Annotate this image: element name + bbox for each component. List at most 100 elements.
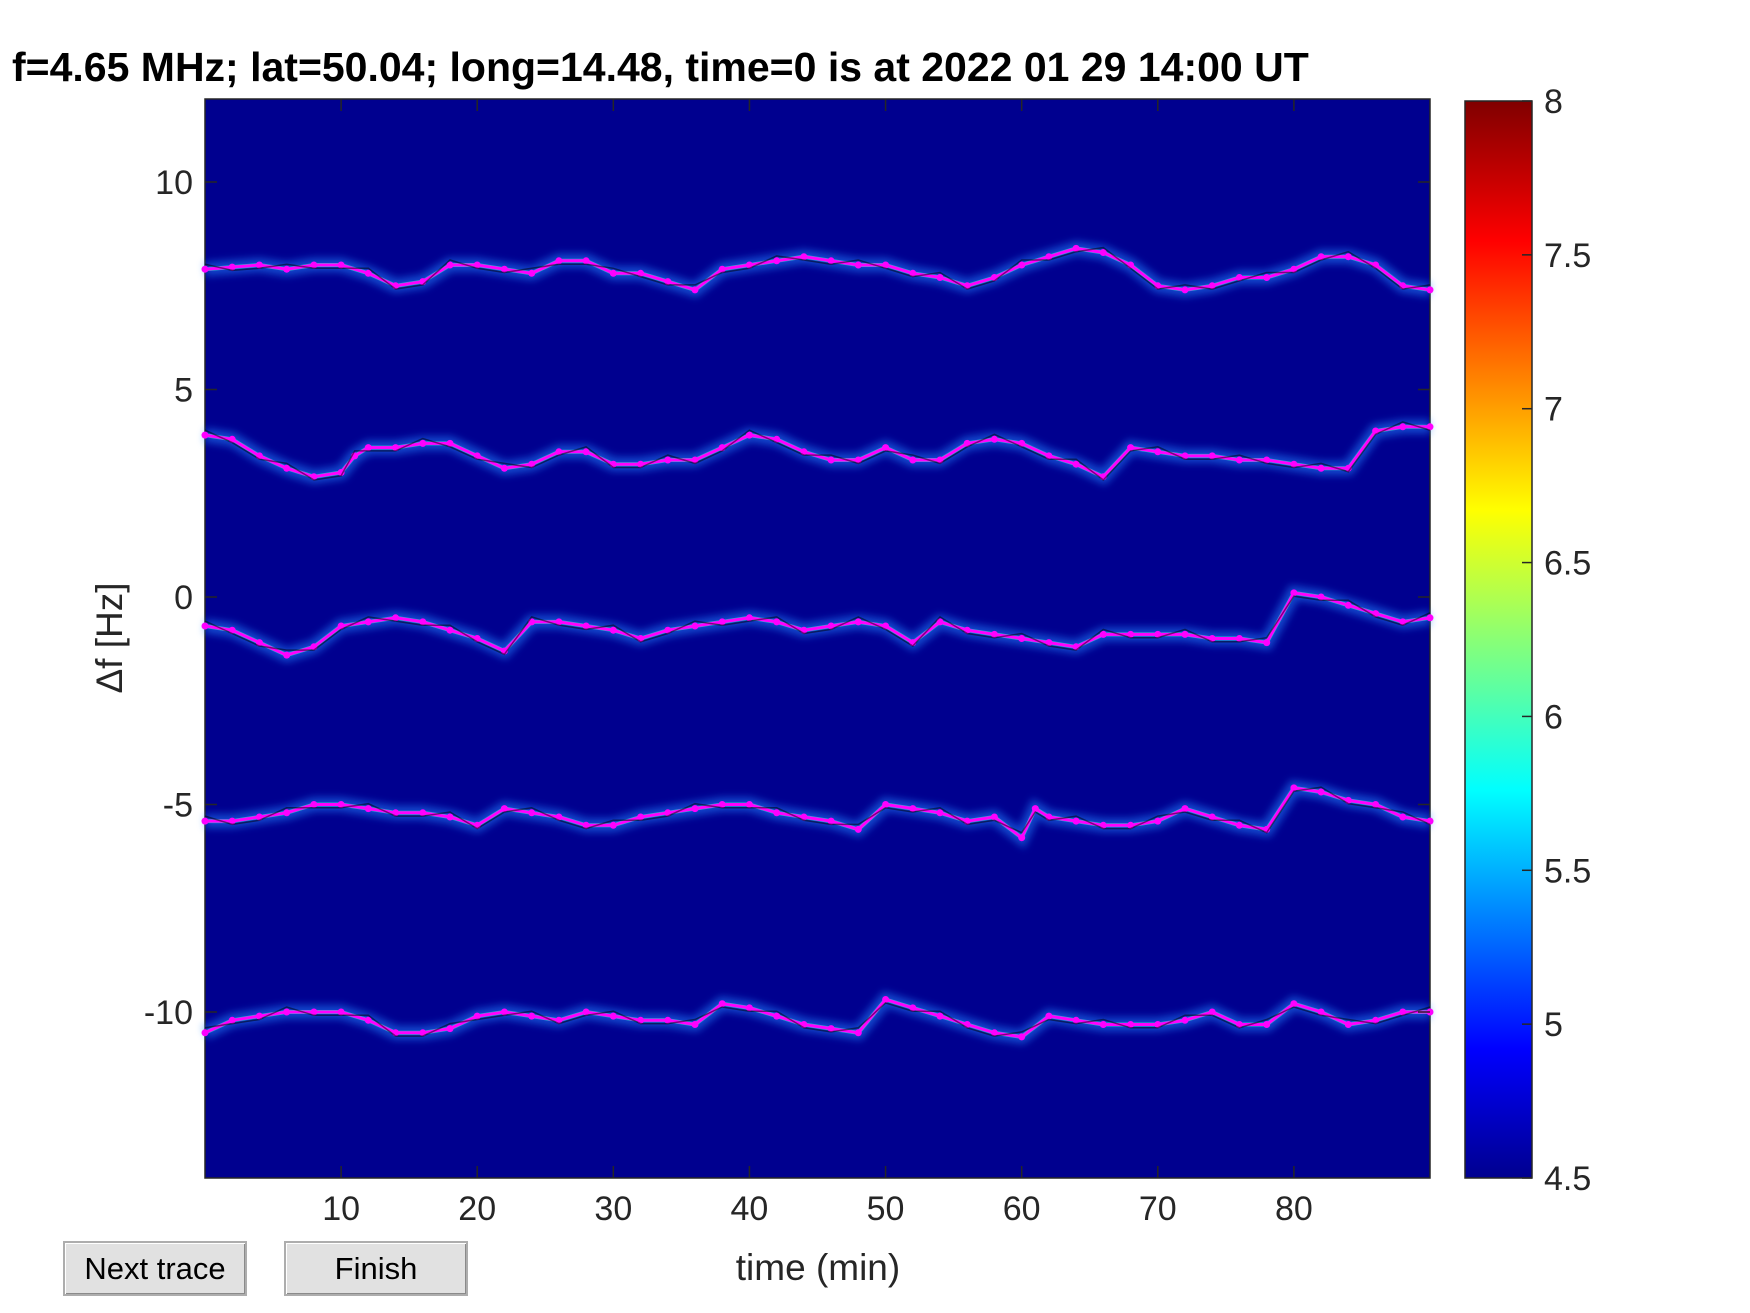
trace-point (909, 456, 917, 464)
trace-point (1290, 589, 1298, 597)
trace-point (854, 618, 862, 626)
y-tick-label: -5 (163, 787, 193, 825)
trace-point (201, 265, 209, 273)
trace-point (1208, 1008, 1216, 1016)
trace-point (1235, 635, 1243, 642)
trace-point (1018, 635, 1026, 642)
trace-point (609, 626, 617, 634)
trace-point (609, 269, 617, 277)
trace-point (882, 444, 890, 452)
trace-point (1072, 1016, 1080, 1024)
colorbar-tick-label: 5.5 (1544, 852, 1591, 890)
trace-point (228, 263, 236, 271)
trace-point (1290, 1000, 1298, 1008)
x-tick-label: 30 (594, 1190, 632, 1228)
trace-point (854, 1029, 862, 1037)
trace-point (582, 1008, 590, 1016)
x-tick-label: 50 (867, 1190, 905, 1228)
raw-detection-line (204, 786, 1431, 834)
trace-point (419, 809, 427, 817)
trace-point (283, 809, 291, 817)
trace-point (664, 278, 672, 286)
trace-point (1426, 614, 1434, 622)
trace-point (255, 639, 263, 647)
y-axis-ticks: 10 5 0 -5 -10 (144, 164, 1430, 1032)
colorbar-ticks: 8 7.5 7 6.5 6 5.5 5 4.5 (1522, 83, 1591, 1198)
trace-point (337, 469, 345, 476)
trace-point (1208, 452, 1216, 460)
raw-detections (204, 246, 1431, 1037)
colorbar-tick-label: 7 (1544, 391, 1563, 429)
trace-point (1263, 456, 1271, 464)
trace-point (854, 261, 862, 269)
trace-point (691, 622, 699, 630)
trace-point (310, 1008, 318, 1016)
trace-point (854, 456, 862, 464)
x-tick-label: 70 (1139, 1190, 1177, 1228)
trace-point (1263, 639, 1271, 647)
finish-button[interactable]: Finish (284, 1241, 468, 1296)
colorbar-tick-label: 5 (1544, 1006, 1563, 1044)
trace-point (364, 269, 372, 277)
trace-point (310, 801, 318, 808)
trace-point (1344, 1021, 1352, 1028)
trace-point (337, 622, 345, 630)
trace-point (909, 805, 917, 813)
trace-point (1372, 1016, 1380, 1024)
trace-point (718, 1000, 726, 1008)
trace-point (392, 614, 400, 622)
trace-point (936, 1012, 944, 1020)
trace-point (1018, 261, 1026, 269)
trace-point (882, 622, 890, 630)
trace-point (1154, 630, 1162, 638)
trace-point (773, 618, 781, 626)
trace-point (201, 622, 209, 630)
trace-point (1208, 282, 1216, 290)
colorbar-tick-label: 6 (1544, 698, 1563, 736)
trace-point (337, 801, 345, 808)
x-tick-label: 40 (731, 1190, 769, 1228)
trace-point (446, 1025, 454, 1033)
trace-point (446, 439, 454, 447)
raw-detection-line (204, 1002, 1431, 1037)
trace-point (1399, 1008, 1407, 1016)
trace-point (446, 813, 454, 821)
trace-point (691, 805, 699, 813)
trace-point (718, 801, 726, 808)
trace-point (1099, 630, 1107, 638)
trace-point (1263, 274, 1271, 281)
trace-point (691, 456, 699, 464)
trace-point (990, 813, 998, 821)
trace-point (854, 825, 862, 833)
trace-point (745, 801, 753, 808)
trace-point (1372, 801, 1380, 808)
trace-point (909, 1004, 917, 1012)
trace-point (827, 456, 835, 464)
x-tick-label: 20 (458, 1190, 496, 1228)
next-trace-button[interactable]: Next trace (63, 1241, 247, 1296)
trace-point (745, 1004, 753, 1012)
trace-point (773, 1012, 781, 1020)
trace-point (1317, 253, 1325, 261)
trace-point (500, 464, 508, 472)
trace-point (228, 817, 236, 825)
x-axis-label: time (min) (736, 1247, 900, 1288)
trace-point (473, 1012, 481, 1020)
trace-point (255, 1012, 263, 1020)
x-tick-label: 80 (1275, 1190, 1313, 1228)
trace-point (1018, 439, 1026, 447)
trace-point (364, 444, 372, 452)
trace-point (827, 817, 835, 825)
trace-point (228, 1016, 236, 1024)
y-tick-label: -10 (144, 994, 193, 1032)
trace-point (1099, 249, 1107, 256)
trace-point (283, 1008, 291, 1016)
trace-point (500, 805, 508, 813)
trace-point (745, 614, 753, 622)
trace-point (446, 626, 454, 634)
trace-point (528, 269, 536, 277)
trace-point (882, 996, 890, 1003)
trace-point (963, 439, 971, 447)
colorbar-tick-label: 8 (1544, 83, 1563, 121)
trace-point (1181, 805, 1189, 813)
